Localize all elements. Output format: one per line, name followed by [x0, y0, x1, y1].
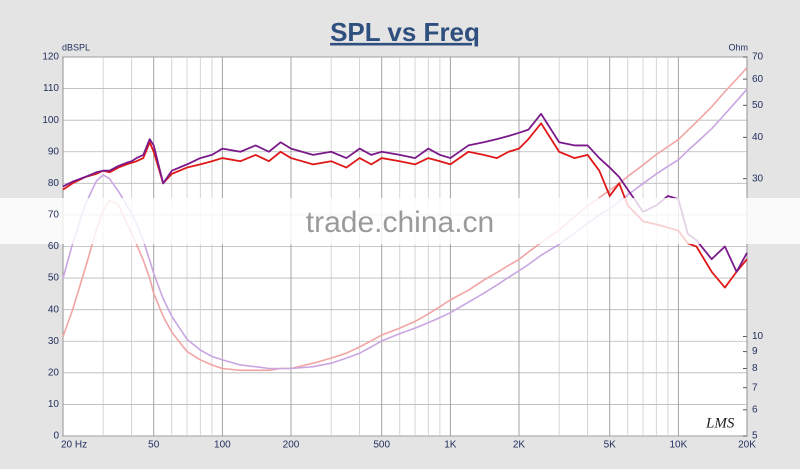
y2-tick-label: 60: [752, 74, 764, 85]
y-tick-label: 110: [43, 83, 59, 94]
y2-tick-label: 5: [752, 431, 758, 442]
x-tick-label: 500: [373, 440, 390, 451]
series-line: [62, 67, 748, 372]
chart-title: SPL vs Freq: [330, 17, 480, 47]
x-tick-label: 5K: [604, 440, 617, 451]
y-tick-label: 80: [48, 178, 60, 189]
y-tick-label: 0: [53, 431, 59, 442]
y-tick-label: 40: [48, 304, 60, 315]
series-line: [62, 112, 748, 273]
y2-tick-label: 6: [752, 404, 758, 415]
y-tick-label: 30: [48, 336, 60, 347]
signature: LMS: [705, 415, 735, 431]
y2-tick-label: 40: [752, 132, 764, 143]
y-tick-label: 20: [48, 367, 60, 378]
x-tick-label: 20K: [738, 440, 756, 451]
y-tick-label: 90: [48, 146, 60, 157]
x-tick-label: 20 Hz: [61, 440, 87, 451]
x-tick-label: 1K: [444, 440, 457, 451]
y-tick-label: 70: [48, 210, 60, 221]
x-tick-label: 200: [283, 440, 300, 451]
y2-tick-label: 8: [752, 363, 758, 374]
y2-tick-label: 7: [752, 382, 758, 393]
y-tick-label: 100: [42, 115, 59, 126]
y-tick-label: 60: [48, 241, 60, 252]
grid: [62, 56, 748, 437]
watermark: trade.china.cn: [306, 206, 494, 239]
tick-labels: 0 10 20 30 40 50 60 70 80 90 100 110 120 5 6 7 8 9 10 30 40 5…: [42, 52, 763, 451]
y-axis-label: dBSPL: [62, 42, 90, 52]
x-tick-label: 50: [148, 440, 160, 451]
watermark-band: [0, 198, 800, 244]
y2-tick-label: 10: [752, 331, 764, 342]
y2-axis-label: Ohm: [728, 42, 748, 52]
y2-tick-label: 50: [752, 100, 764, 111]
y-tick-label: 120: [42, 52, 59, 63]
y2-tick-label: 9: [752, 346, 758, 357]
y2-tick-label: 30: [752, 173, 764, 184]
y2-tick-label: 70: [752, 52, 764, 63]
x-tick-label: 10K: [669, 440, 687, 451]
y-tick-label: 50: [48, 273, 60, 284]
x-tick-label: 100: [214, 440, 231, 451]
y-tick-label: 10: [48, 399, 60, 410]
x-tick-label: 2K: [513, 440, 526, 451]
